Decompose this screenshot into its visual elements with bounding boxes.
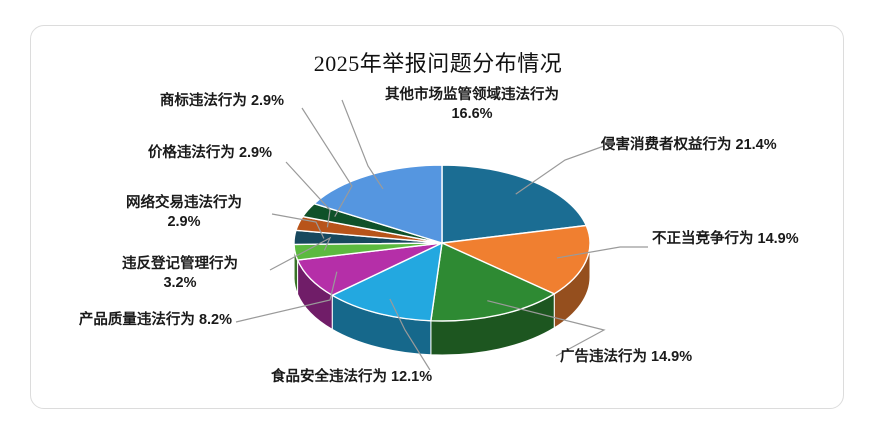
- pie-label-other: 其他市场监管领域违法行为 16.6%: [385, 87, 559, 123]
- pie-label-advertising: 广告违法行为 14.9%: [560, 349, 693, 365]
- pie-label-food-safety: 食品安全违法行为 12.1%: [271, 369, 433, 385]
- pie-label-product-quality: 产品质量违法行为 8.2%: [78, 312, 232, 328]
- pie-label-trademark: 商标违法行为 2.9%: [159, 93, 284, 109]
- pie-label-unfair-competition: 不正当竞争行为 14.9%: [652, 231, 799, 247]
- pie-label-consumer-rights: 侵害消费者权益行为 21.4%: [601, 137, 777, 153]
- pie-label-registration: 违反登记管理行为 3.2%: [122, 256, 238, 292]
- pie-label-price: 价格违法行为 2.9%: [147, 145, 272, 161]
- chart-title: 2025年举报问题分布情况: [313, 51, 563, 76]
- pie-label-online-trade: 网络交易违法行为 2.9%: [126, 195, 242, 231]
